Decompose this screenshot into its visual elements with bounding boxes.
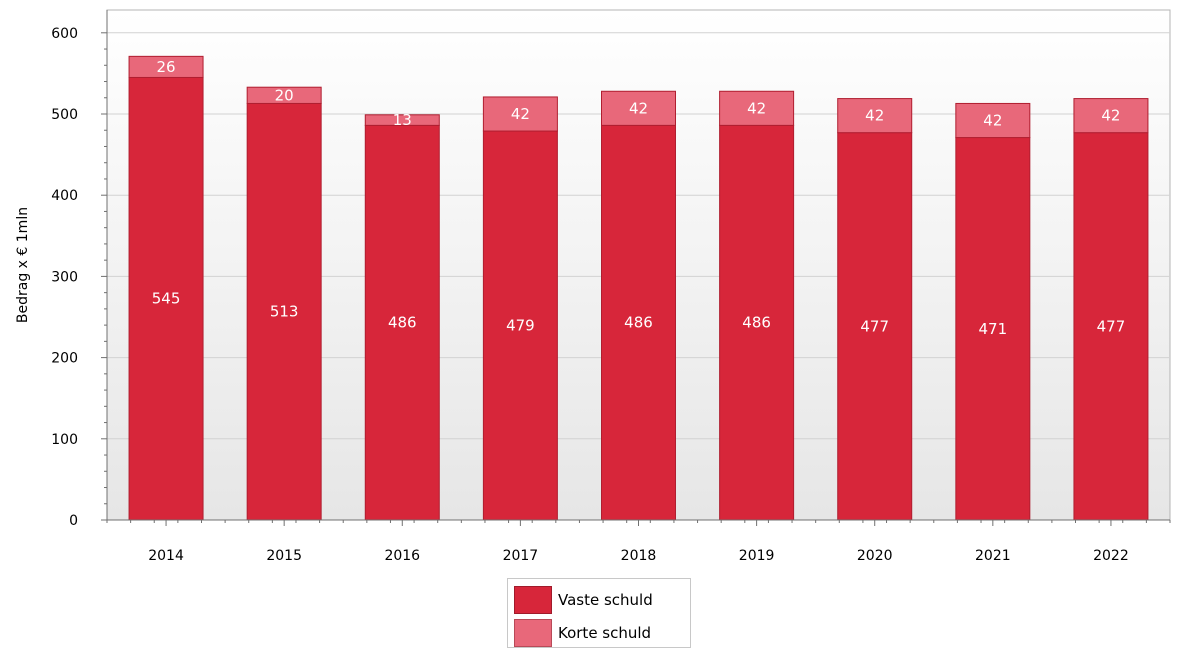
x-tick-label-2022: 2022 (1093, 548, 1129, 564)
bar-korte-schuld-2020 (837, 98, 913, 134)
data-label-korte-schuld-2017: 42 (511, 105, 530, 123)
x-tick-label-2017: 2017 (503, 548, 539, 564)
bar-korte-schuld-2016 (364, 114, 440, 126)
data-label-korte-schuld-2015: 20 (275, 86, 294, 104)
x-tick-label-2016: 2016 (384, 548, 420, 564)
legend-swatch-korte-schuld (514, 619, 552, 647)
data-label-vaste-schuld-2021: 471 (979, 320, 1008, 338)
data-label-vaste-schuld-2022: 477 (1097, 317, 1126, 335)
bar-vaste-schuld-2022 (1073, 132, 1149, 521)
bar-vaste-schuld-2021 (955, 137, 1031, 521)
bar-vaste-schuld-2018 (601, 124, 676, 521)
data-label-korte-schuld-2019: 42 (747, 99, 766, 117)
x-tick-label-2018: 2018 (621, 548, 657, 564)
bar-korte-schuld-2022 (1073, 98, 1149, 134)
bar-vaste-schuld-2014 (128, 76, 204, 521)
bar-vaste-schuld-2017 (482, 130, 558, 521)
y-tick-label-200: 200 (51, 351, 78, 367)
bar-korte-schuld-2014 (128, 55, 204, 78)
data-label-korte-schuld-2022: 42 (1101, 107, 1120, 125)
y-tick-label-0: 0 (69, 513, 78, 529)
legend-item-vaste-schuld: Vaste schuld (514, 586, 653, 614)
y-tick-label-500: 500 (51, 107, 78, 123)
data-label-korte-schuld-2018: 42 (629, 99, 648, 117)
data-label-vaste-schuld-2017: 479 (506, 317, 535, 335)
y-tick-label-600: 600 (51, 26, 78, 42)
data-label-korte-schuld-2021: 42 (983, 111, 1002, 129)
data-label-korte-schuld-2020: 42 (865, 107, 884, 125)
y-tick-label-100: 100 (51, 432, 78, 448)
legend-label-vaste-schuld: Vaste schuld (558, 591, 653, 609)
y-axis-label: Bedrag x € 1mln (15, 207, 31, 323)
data-label-vaste-schuld-2019: 486 (742, 314, 771, 332)
data-label-korte-schuld-2014: 26 (157, 58, 176, 76)
data-label-vaste-schuld-2016: 486 (388, 314, 417, 332)
x-tick-label-2015: 2015 (266, 548, 302, 564)
legend-item-korte-schuld: Korte schuld (514, 619, 651, 647)
bar-korte-schuld-2015 (246, 86, 322, 104)
bar-korte-schuld-2019 (719, 90, 795, 126)
bar-vaste-schuld-2019 (719, 124, 795, 521)
y-tick-labels: 0 100 200 300 400 500 600 (51, 26, 78, 529)
bar-korte-schuld-2021 (955, 102, 1031, 139)
x-tick-label-2019: 2019 (739, 548, 775, 564)
legend: Vaste schuld Korte schuld (507, 578, 691, 648)
y-tick-label-300: 300 (51, 269, 78, 285)
bar-korte-schuld-2017 (482, 96, 558, 132)
data-label-korte-schuld-2016: 13 (393, 111, 412, 129)
bar-korte-schuld-2018 (601, 90, 676, 126)
x-tick-label-2020: 2020 (857, 548, 893, 564)
bars: 545 26 513 20 486 13 479 42 486 42 486 42 477 42 471 42… (128, 55, 1149, 521)
x-tick-label-2021: 2021 (975, 548, 1011, 564)
data-label-vaste-schuld-2015: 513 (270, 303, 299, 321)
legend-label-korte-schuld: Korte schuld (558, 624, 652, 642)
legend-swatch-vaste-schuld (514, 586, 552, 614)
bar-vaste-schuld-2020 (837, 132, 913, 521)
data-label-vaste-schuld-2020: 477 (860, 317, 889, 335)
data-label-vaste-schuld-2014: 545 (152, 290, 181, 308)
x-tick-label-2014: 2014 (148, 548, 184, 564)
x-tick-labels: 2014 2015 2016 2017 2018 2019 2020 2021 2022 (148, 548, 1129, 564)
axes (101, 10, 1171, 526)
data-label-vaste-schuld-2018: 486 (624, 314, 653, 332)
y-tick-label-400: 400 (51, 188, 78, 204)
